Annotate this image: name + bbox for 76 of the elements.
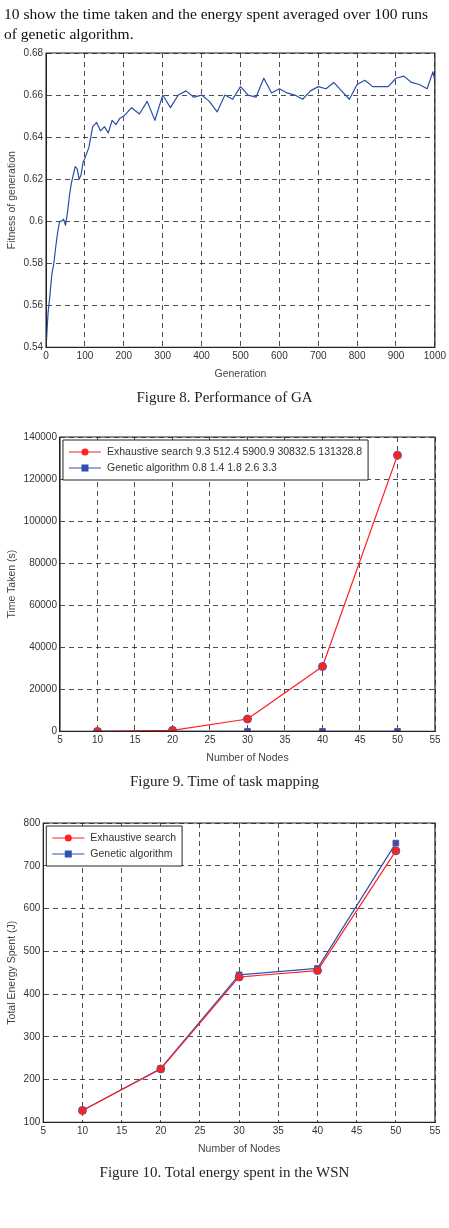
x-tick-label: 25 [194, 1125, 206, 1137]
x-tick-label: 30 [233, 1125, 246, 1137]
x-tick-label: 45 [354, 734, 366, 746]
x-tick-label: 400 [193, 350, 211, 362]
y-tick-label: 140000 [23, 430, 58, 442]
point [317, 662, 327, 672]
point [391, 846, 401, 856]
legend-label: Exhaustive search [90, 830, 177, 843]
y-tick-label: 0.64 [23, 130, 44, 142]
x-tick-label: 300 [154, 350, 172, 362]
y-tick-label: 100 [23, 1116, 41, 1128]
x-tick-label: 100 [76, 350, 94, 362]
x-tick-label: 40 [316, 734, 329, 746]
x-tick-label: 30 [241, 734, 254, 746]
text: 10 show the time taken and the energy spent averaged over 100 runs of genetic algorithm. [3, 4, 430, 44]
x-tick-label: 45 [351, 1125, 363, 1137]
point [242, 714, 252, 724]
x-tick-label: 900 [387, 350, 405, 362]
y-tick-label: 0 [51, 725, 58, 737]
y-tick-label: 120000 [23, 472, 58, 484]
y-axis-title: Fitness of generation [5, 151, 18, 250]
y-tick-label: 20000 [29, 683, 58, 695]
x-tick-label: 50 [390, 1125, 402, 1137]
point [392, 839, 400, 847]
legend-label: Genetic algorithm 0.8 1.4 1.8 2.6 3.3 [106, 460, 277, 473]
y-tick-label: 600 [23, 902, 41, 914]
legend-label: Genetic algorithm [90, 846, 173, 859]
x-tick-label: 35 [279, 734, 291, 746]
x-tick-label: 5 [40, 1125, 47, 1137]
y-tick-label: 40000 [29, 641, 58, 653]
text: Figure 10. Total energy spent in the WSN [98, 1163, 351, 1182]
point [312, 966, 322, 976]
x-tick-label: 800 [348, 350, 366, 362]
x-tick-label: 15 [116, 1125, 128, 1137]
x-tick-label: 55 [429, 734, 441, 746]
x-tick-label: 25 [204, 734, 216, 746]
x-tick-label: 5 [57, 734, 64, 746]
y-tick-label: 0.66 [23, 88, 44, 100]
x-tick-label: 35 [272, 1125, 285, 1137]
y-tick-label: 100000 [23, 514, 58, 526]
x-tick-label: 15 [129, 734, 141, 746]
y-tick-label: 0.68 [23, 46, 44, 58]
x-axis-title: Number of Nodes [206, 750, 289, 763]
x-tick-label: 10 [76, 1125, 89, 1137]
x-tick-label: 20 [166, 734, 179, 746]
y-tick-label: 200 [23, 1073, 41, 1085]
x-axis-title: Generation [214, 366, 267, 379]
y-tick-label: 0.6 [29, 214, 44, 226]
point [393, 450, 402, 460]
x-tick-label: 20 [155, 1125, 167, 1137]
x-tick-label: 200 [115, 350, 133, 362]
y-tick-label: 60000 [29, 598, 58, 610]
x-tick-label: 55 [429, 1125, 441, 1137]
x-tick-label: 500 [232, 350, 250, 362]
x-tick-label: 600 [271, 350, 289, 362]
x-tick-label: 1000 [423, 350, 447, 362]
legend-label: Exhaustive search 9.3 512.4 5900.9 30832.5 131328.8 [106, 444, 363, 457]
x-tick-label: 10 [91, 734, 104, 746]
y-tick-label: 0.62 [23, 172, 44, 184]
y-tick-label: 0.56 [23, 299, 44, 311]
x-tick-label: 40 [311, 1125, 324, 1137]
y-tick-label: 500 [23, 945, 41, 957]
y-axis-title: Total Energy Spent (J) [5, 920, 18, 1025]
y-tick-label: 400 [23, 987, 41, 999]
y-axis-title: Time Taken (s) [5, 549, 18, 619]
y-tick-label: 800 [23, 816, 41, 828]
y-tick-label: 700 [23, 859, 41, 871]
x-axis-title: Number of Nodes [197, 1141, 281, 1154]
text: Figure 9. Time of task mapping [128, 772, 321, 791]
y-tick-label: 80000 [29, 556, 58, 568]
y-tick-label: 0.54 [23, 341, 44, 353]
x-tick-label: 700 [309, 350, 328, 362]
text: Figure 8. Performance of GA [135, 388, 314, 407]
y-tick-label: 0.58 [23, 257, 44, 269]
x-tick-label: 50 [391, 734, 404, 746]
y-tick-label: 300 [23, 1030, 41, 1042]
